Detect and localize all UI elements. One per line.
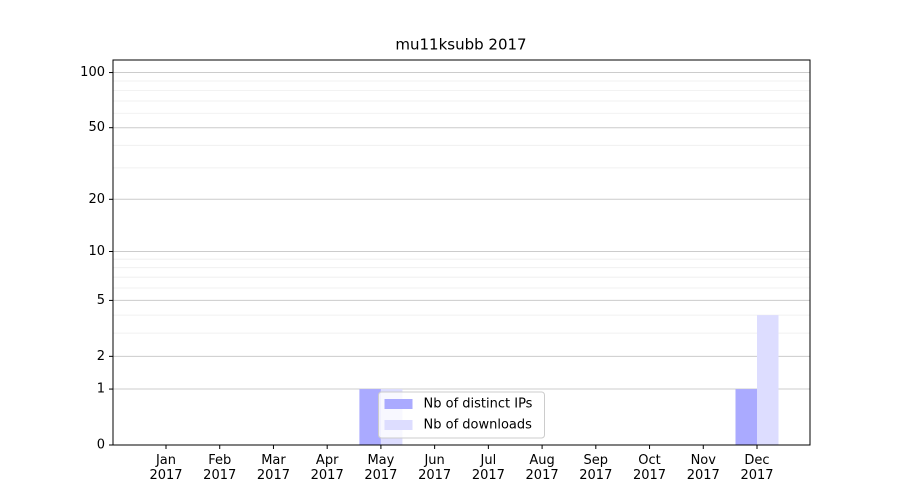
bar [735, 389, 757, 445]
y-tick-label: 20 [88, 192, 105, 207]
legend-label: Nb of downloads [424, 418, 533, 433]
y-tick-label: 2 [97, 349, 105, 364]
x-tick-label: Mar 2017 [256, 453, 290, 483]
legend-frame [378, 391, 545, 439]
x-tick-label: May 2017 [364, 453, 398, 483]
x-tick-label: Jun 2017 [418, 453, 452, 483]
legend-swatch [384, 420, 413, 430]
x-tick-label: Oct 2017 [632, 453, 667, 483]
legend-label: Nb of distinct IPs [424, 397, 533, 412]
bar [757, 315, 779, 445]
x-tick-label: Sep 2017 [579, 453, 613, 483]
bar [359, 389, 381, 445]
legend-swatch [384, 399, 413, 409]
x-tick-label: Nov 2017 [686, 453, 720, 483]
y-tick-label: 10 [88, 244, 105, 259]
x-tick-label: Feb 2017 [203, 453, 237, 483]
y-tick-label: 0 [97, 438, 105, 453]
plot-frame [112, 59, 811, 446]
y-tick-label: 5 [97, 293, 105, 308]
y-tick-label: 50 [88, 120, 105, 135]
x-tick-label: Apr 2017 [310, 453, 344, 483]
legend: Nb of distinct IPs Nb of downloads [378, 391, 545, 439]
x-tick-label: Jul 2017 [471, 453, 505, 483]
x-tick-label: Aug 2017 [525, 453, 559, 483]
x-tick-label: Jan 2017 [149, 453, 183, 483]
y-tick-label: 1 [97, 382, 105, 397]
x-tick-label: Dec 2017 [740, 453, 774, 483]
chart-title: mu11ksubb 2017 [395, 36, 526, 54]
y-tick-label: 100 [80, 65, 105, 80]
